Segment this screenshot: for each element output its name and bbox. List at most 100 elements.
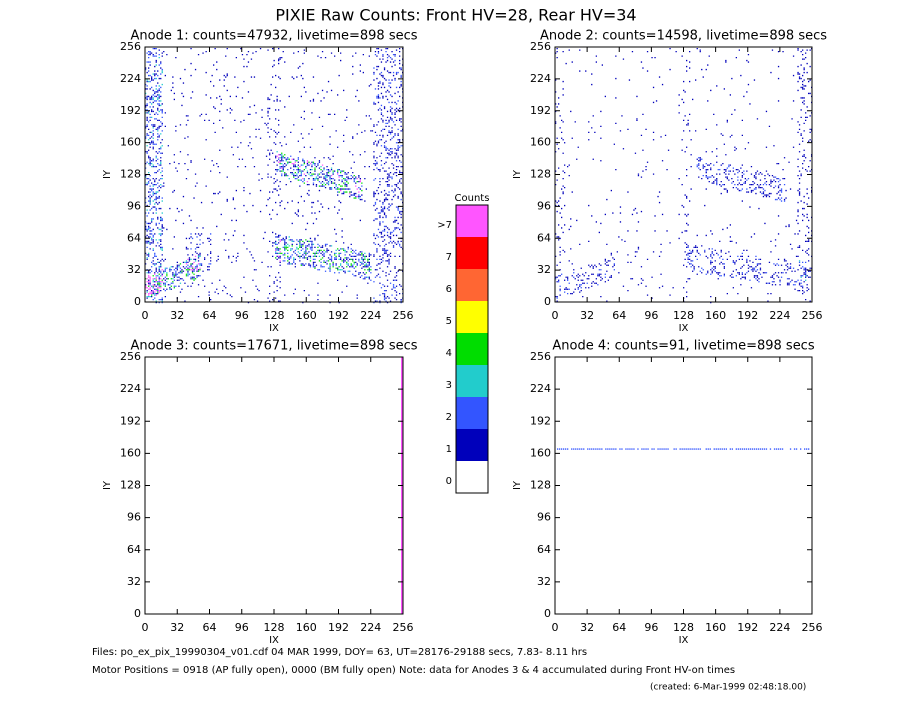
y-tick-label: 192 xyxy=(120,414,141,427)
x-tick-label: 96 xyxy=(644,309,658,322)
y-tick-label: 128 xyxy=(120,479,141,492)
colorbar-label: >7 xyxy=(437,220,452,231)
y-tick-label: 64 xyxy=(537,231,551,244)
y-tick-label: 96 xyxy=(127,199,141,212)
y-tick-label: 256 xyxy=(120,40,141,53)
y-tick-label: 224 xyxy=(120,382,141,395)
y-tick-label: 0 xyxy=(544,607,551,620)
x-tick-label: 96 xyxy=(644,621,658,634)
x-tick-label: 128 xyxy=(673,621,694,634)
x-tick-label: 256 xyxy=(393,621,414,634)
y-tick-label: 96 xyxy=(537,199,551,212)
colorbar-frame xyxy=(455,204,489,494)
y-axis-label: IY xyxy=(102,169,113,179)
y-tick-label: 256 xyxy=(530,40,551,53)
y-tick-label: 256 xyxy=(120,350,141,363)
y-tick-label: 128 xyxy=(530,168,551,181)
colorbar-swatch xyxy=(456,301,488,333)
x-tick-label: 160 xyxy=(705,621,726,634)
x-tick-label: 32 xyxy=(170,621,184,634)
plot-frame xyxy=(554,356,813,615)
colorbar-label: 0 xyxy=(446,476,452,487)
colorbar-swatch xyxy=(456,237,488,269)
image-texture xyxy=(557,448,810,450)
y-tick-label: 0 xyxy=(544,295,551,308)
x-tick-label: 192 xyxy=(737,621,758,634)
colorbar-title: Counts xyxy=(455,193,490,204)
x-tick-label: 128 xyxy=(673,309,694,322)
colorbar-swatch xyxy=(456,461,488,493)
x-tick-label: 128 xyxy=(264,309,285,322)
y-tick-label: 160 xyxy=(530,136,551,149)
x-tick-label: 96 xyxy=(235,309,249,322)
image-texture xyxy=(555,48,813,304)
y-tick-label: 256 xyxy=(530,350,551,363)
x-axis-label: IX xyxy=(679,635,689,646)
y-tick-label: 64 xyxy=(127,231,141,244)
y-tick-label: 128 xyxy=(120,168,141,181)
y-axis-label: IY xyxy=(512,169,523,179)
y-tick-label: 160 xyxy=(120,446,141,459)
y-tick-label: 32 xyxy=(127,263,141,276)
x-tick-label: 160 xyxy=(296,621,317,634)
y-tick-label: 192 xyxy=(120,104,141,117)
y-tick-label: 224 xyxy=(530,382,551,395)
colorbar-label: 5 xyxy=(446,316,452,327)
y-axis-label: IY xyxy=(512,480,523,490)
image-texture xyxy=(145,48,404,304)
footer-line: Files: po_ex_pix_19990304_v01.cdf 04 MAR… xyxy=(92,647,587,658)
colorbar-label: 7 xyxy=(446,252,452,263)
y-tick-label: 128 xyxy=(530,479,551,492)
x-axis-label: IX xyxy=(269,635,279,646)
x-tick-label: 96 xyxy=(235,621,249,634)
y-tick-label: 32 xyxy=(537,263,551,276)
created-note: (created: 6-Mar-1999 02:48:18.00) xyxy=(650,683,806,693)
x-tick-label: 64 xyxy=(612,621,626,634)
y-tick-label: 160 xyxy=(530,446,551,459)
y-tick-label: 224 xyxy=(120,72,141,85)
x-tick-label: 128 xyxy=(264,621,285,634)
x-tick-label: 224 xyxy=(360,621,381,634)
colorbar-swatch xyxy=(456,205,488,237)
y-tick-label: 192 xyxy=(530,414,551,427)
panel-title: Anode 3: counts=17671, livetime=898 secs xyxy=(130,339,417,354)
x-tick-label: 0 xyxy=(552,621,559,634)
x-tick-label: 192 xyxy=(328,309,349,322)
x-axis-label: IX xyxy=(679,323,689,334)
x-tick-label: 32 xyxy=(580,309,594,322)
colorbar-swatch xyxy=(456,333,488,365)
x-tick-label: 32 xyxy=(170,309,184,322)
footer-line: Motor Positions = 0918 (AP fully open), … xyxy=(92,665,735,676)
x-tick-label: 0 xyxy=(142,309,149,322)
x-tick-label: 224 xyxy=(360,309,381,322)
colorbar-swatch xyxy=(456,365,488,397)
colorbar-label: 3 xyxy=(446,380,452,391)
panel-title: Anode 4: counts=91, livetime=898 secs xyxy=(552,339,814,354)
colorbar-swatch xyxy=(456,397,488,429)
panel-title: Anode 2: counts=14598, livetime=898 secs xyxy=(540,29,827,44)
x-tick-label: 256 xyxy=(802,309,823,322)
colorbar-swatch xyxy=(456,269,488,301)
y-tick-label: 0 xyxy=(134,295,141,308)
plot-frame xyxy=(144,356,404,615)
y-tick-label: 32 xyxy=(537,575,551,588)
x-axis-label: IX xyxy=(269,323,279,334)
colorbar-swatch xyxy=(456,429,488,461)
x-tick-label: 64 xyxy=(203,309,217,322)
y-tick-label: 96 xyxy=(537,511,551,524)
x-tick-label: 224 xyxy=(769,309,790,322)
y-tick-label: 160 xyxy=(120,136,141,149)
x-tick-label: 160 xyxy=(296,309,317,322)
x-tick-label: 64 xyxy=(612,309,626,322)
colorbar-label: 4 xyxy=(446,348,452,359)
colorbar-label: 2 xyxy=(446,412,452,423)
x-tick-label: 224 xyxy=(769,621,790,634)
y-axis-label: IY xyxy=(102,480,113,490)
x-tick-label: 256 xyxy=(802,621,823,634)
x-tick-label: 0 xyxy=(142,621,149,634)
panel-title: Anode 1: counts=47932, livetime=898 secs xyxy=(130,29,417,44)
y-tick-label: 64 xyxy=(127,543,141,556)
x-tick-label: 64 xyxy=(203,621,217,634)
x-tick-label: 192 xyxy=(737,309,758,322)
